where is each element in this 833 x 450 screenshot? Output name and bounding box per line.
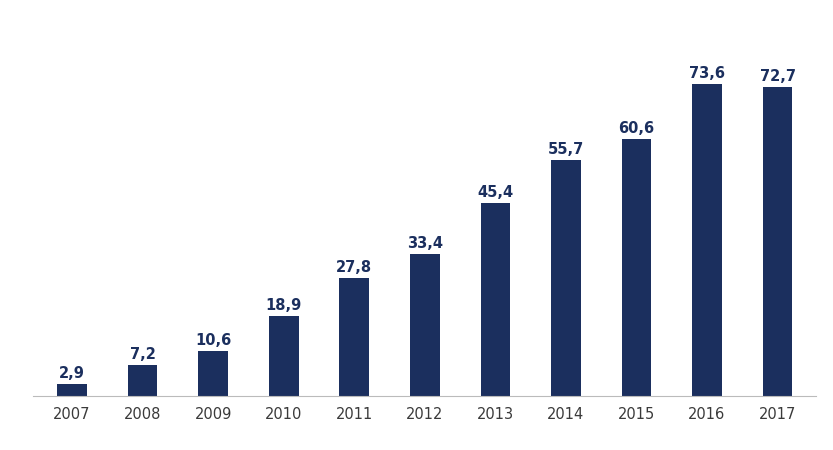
Text: 72,7: 72,7 <box>760 69 796 85</box>
Bar <box>551 160 581 396</box>
Bar <box>410 254 440 396</box>
Bar <box>198 351 228 396</box>
Bar <box>269 316 298 396</box>
Text: 60,6: 60,6 <box>618 121 655 136</box>
Bar <box>692 84 722 396</box>
Text: 18,9: 18,9 <box>266 298 302 313</box>
Bar <box>57 384 87 396</box>
Text: 45,4: 45,4 <box>477 185 513 200</box>
Text: 55,7: 55,7 <box>548 142 584 157</box>
Text: 7,2: 7,2 <box>130 347 156 362</box>
Bar <box>481 203 510 396</box>
Bar <box>127 365 157 396</box>
Text: 73,6: 73,6 <box>689 66 725 81</box>
Text: 10,6: 10,6 <box>195 333 232 348</box>
Text: 2,9: 2,9 <box>59 366 85 381</box>
Text: 27,8: 27,8 <box>337 260 372 275</box>
Bar <box>340 278 369 396</box>
Text: 33,4: 33,4 <box>407 236 443 251</box>
Bar <box>621 139 651 396</box>
Bar <box>763 87 792 396</box>
